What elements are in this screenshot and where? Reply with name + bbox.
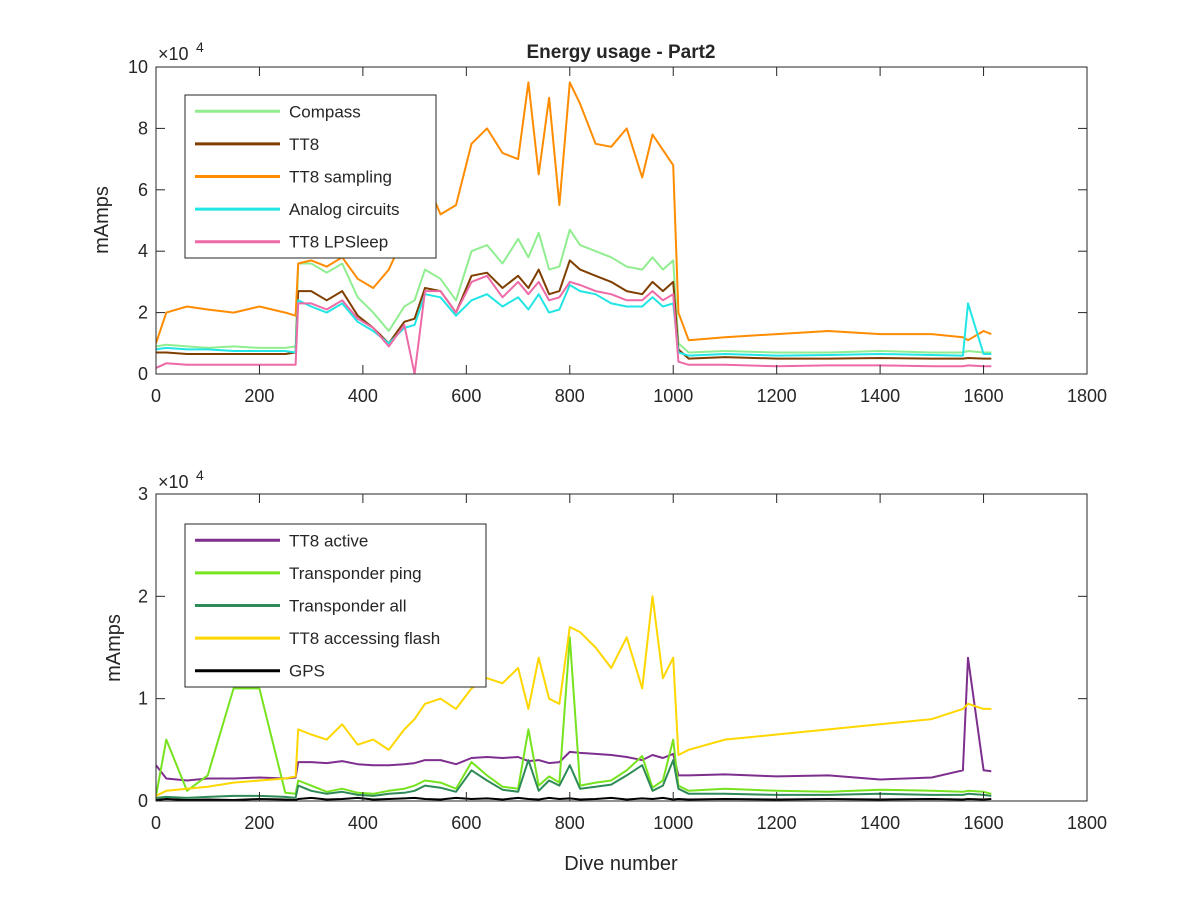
- x-tick-label: 1400: [860, 386, 900, 406]
- legend-label: Transponder ping: [289, 564, 422, 583]
- x-tick-label: 1200: [757, 386, 797, 406]
- bottom-exponent-label: ×10 4: [158, 467, 204, 492]
- top-y-axis-label: mAmps: [91, 186, 113, 254]
- legend-label: Analog circuits: [289, 200, 400, 219]
- x-tick-label: 400: [348, 386, 378, 406]
- bottom-axes-box: [155, 493, 1088, 802]
- top-chart-title: Energy usage - Part2: [526, 42, 715, 63]
- x-tick-label: 1000: [653, 813, 693, 833]
- series-line-gps: [156, 796, 992, 801]
- y-tick-label: 1: [138, 689, 148, 709]
- x-tick-label: 200: [244, 386, 274, 406]
- top-chart: 0 200 400 600 800 1000 1200 1400 1600 1800 0 2 4 6 8 1…: [91, 39, 1107, 406]
- y-tick-label: 2: [138, 586, 148, 606]
- bottom-exponent-power: 4: [196, 467, 204, 483]
- y-tick-label: 2: [138, 303, 148, 323]
- legend-label: TT8 LPSleep: [289, 233, 388, 252]
- series-line-tt8-sampling: [156, 81, 992, 344]
- y-tick-label: 3: [138, 484, 148, 504]
- series-line-tt8-accessing-flash: [156, 595, 992, 797]
- series-line-transponder-all: [156, 759, 992, 799]
- bottom-legend: TT8 active Transponder ping Transponder al…: [184, 523, 487, 688]
- legend-label: TT8 accessing flash: [289, 629, 440, 648]
- x-tick-label: 0: [151, 386, 161, 406]
- x-tick-label: 600: [451, 813, 481, 833]
- x-tick-label: 0: [151, 813, 161, 833]
- y-tick-label: 4: [138, 241, 148, 261]
- top-exponent-power: 4: [196, 39, 204, 55]
- top-exponent-base: ×10: [158, 44, 189, 64]
- bottom-x-ticks: 0 200 400 600 800 1000 1200 1400 1600 1800: [151, 494, 1107, 833]
- x-tick-label: 1600: [964, 386, 1004, 406]
- y-tick-label: 8: [138, 118, 148, 138]
- y-tick-label: 0: [138, 791, 148, 811]
- x-tick-label: 800: [555, 813, 585, 833]
- x-tick-label: 600: [451, 386, 481, 406]
- bottom-x-axis-label: Dive number: [564, 853, 678, 875]
- y-tick-label: 10: [128, 57, 148, 77]
- x-tick-label: 1000: [653, 386, 693, 406]
- bottom-chart: 0 200 400 600 800 1000 1200 1400 1600 1800 0 1 2 3 D…: [103, 467, 1107, 875]
- bottom-y-axis-label: mAmps: [103, 614, 125, 682]
- x-tick-label: 200: [244, 813, 274, 833]
- series-line-transponder-ping: [156, 636, 992, 797]
- x-tick-label: 1800: [1067, 813, 1107, 833]
- legend-label: Transponder all: [289, 597, 407, 616]
- top-axes-box: [155, 66, 1088, 375]
- legend-label: GPS: [289, 662, 325, 681]
- bottom-y-ticks: 0 1 2 3: [138, 484, 1087, 811]
- legend-label: TT8 sampling: [289, 168, 392, 187]
- top-y-ticks: 0 2 4 6 8 10: [128, 57, 1087, 384]
- legend-label: Compass: [289, 102, 361, 121]
- x-tick-label: 1200: [757, 813, 797, 833]
- top-exponent-label: ×10 4: [158, 39, 204, 64]
- x-tick-label: 1600: [964, 813, 1004, 833]
- top-legend: Compass TT8 TT8 sampling Analog circuits TT8…: [184, 94, 437, 259]
- x-tick-label: 1400: [860, 813, 900, 833]
- x-tick-label: 400: [348, 813, 378, 833]
- legend-label: TT8 active: [289, 531, 368, 550]
- top-series-group: [156, 81, 992, 374]
- x-tick-label: 1800: [1067, 386, 1107, 406]
- series-line-tt8-lpsleep: [156, 274, 992, 374]
- bottom-exponent-base: ×10: [158, 472, 189, 492]
- legend-label: TT8: [289, 135, 319, 154]
- y-tick-label: 0: [138, 364, 148, 384]
- top-x-ticks: 0 200 400 600 800 1000 1200 1400 1600 1800: [151, 67, 1107, 406]
- x-tick-label: 800: [555, 386, 585, 406]
- bottom-series-group: [156, 595, 992, 801]
- y-tick-label: 6: [138, 180, 148, 200]
